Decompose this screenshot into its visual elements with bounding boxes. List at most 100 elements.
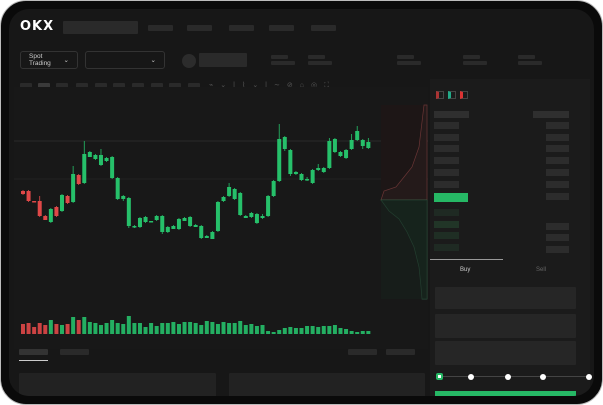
app-screen: OKX Spot Trading ⌄ ⌄ ⌁⌄|⌇⌄|∼⊘⌂◎⛶ Buy Sell [9,9,594,396]
slider-mark[interactable] [540,374,546,380]
chart-tools[interactable]: ⌁⌄|⌇⌄|∼⊘⌂◎⛶ [209,82,336,89]
ask-amount [546,122,569,129]
candle-up [182,218,187,221]
volume-bar [121,324,126,334]
candle-down [65,196,70,203]
volume-bar [98,325,103,334]
orderbook-asks-icon[interactable] [460,91,468,99]
volume-bar [277,330,282,334]
candle-up [349,140,354,149]
volume-bar [360,331,365,334]
amount-input[interactable] [435,314,576,338]
orderbook-both-icon[interactable] [436,91,444,99]
volume-bar [321,326,326,334]
volume-bar [37,323,42,334]
volume-bar [204,321,209,334]
volume-bar [126,316,131,334]
orderbook-bids-icon[interactable] [448,91,456,99]
candle-up [249,213,254,217]
candle-up [188,217,193,226]
volume-bar [305,326,310,334]
filter-button[interactable] [348,349,377,355]
depth-bids-area [381,200,427,299]
candle-up [332,139,337,152]
candlestick-chart[interactable] [14,87,428,349]
nav-item[interactable] [269,25,294,31]
candle-down [32,201,37,203]
ask-amount [546,181,569,188]
volume-bar [227,323,232,334]
volume-bar [87,322,92,334]
tab-sell[interactable]: Sell [536,267,547,273]
okx-logo[interactable]: OKX [20,19,55,34]
slider-mark[interactable] [468,374,474,380]
slider-handle[interactable] [436,373,443,380]
price-input[interactable] [435,287,576,309]
volume-bar [93,323,98,334]
candle-up [327,141,332,168]
candle-up [98,155,103,165]
volume-bar [193,323,198,334]
candle-up [305,179,310,181]
volume-bar [54,324,59,334]
volume-bar [332,325,337,334]
timeframe-button[interactable] [151,83,163,89]
volume-bar [104,323,109,334]
tab-open-orders[interactable] [19,349,48,355]
timeframe-button[interactable] [169,83,181,89]
buy-tab-underline [430,259,503,260]
candle-up [176,219,181,229]
volume-bar [176,324,181,334]
stat-value [463,61,487,65]
volume-bar [143,327,148,334]
volume-bar [266,331,271,334]
candle-up [160,216,165,232]
leverage-slider[interactable] [436,373,592,380]
slider-mark[interactable] [586,374,592,380]
candle-up [82,154,87,183]
timeframe-button[interactable] [76,83,88,89]
candle-up [199,226,204,238]
timeframe-button[interactable] [188,83,200,89]
timeframe-button[interactable] [20,83,32,89]
ask-price [434,157,459,164]
nav-item[interactable] [187,25,212,31]
stat-label [397,55,414,59]
timeframe-button[interactable] [95,83,107,89]
volume-bar [282,328,287,334]
volume-bar [271,332,276,334]
nav-item[interactable] [148,25,173,31]
total-input[interactable] [435,341,576,365]
timeframe-button[interactable] [132,83,144,89]
stat-label [518,55,535,59]
ask-price [434,134,459,141]
volume-bar [71,317,76,334]
search-placeholder[interactable] [63,21,138,34]
timeframe-button[interactable] [38,83,50,89]
slider-mark[interactable] [505,374,511,380]
tab-order-history[interactable] [60,349,89,355]
nav-item[interactable] [229,25,254,31]
market-selector[interactable]: Spot Trading ⌄ [20,51,78,69]
last-price [434,193,468,202]
tab-buy[interactable]: Buy [460,267,471,273]
orderbook-view-toggle[interactable] [436,91,468,99]
timeframe-button[interactable] [56,83,68,89]
chevron-down-icon: ⌄ [150,57,156,64]
bid-price [434,244,459,251]
stat-value [518,61,542,65]
volume-bar [327,326,332,334]
candle-up [316,168,321,170]
bid-price [434,221,459,228]
pair-selector[interactable]: ⌄ [85,51,165,69]
market-selector-label: Spot Trading [29,53,51,67]
volume-bar [65,324,70,334]
bid-amount [546,223,569,230]
pair-price [199,53,247,67]
buy-button[interactable] [435,391,576,396]
nav-item[interactable] [311,25,336,31]
timeframe-button[interactable] [113,83,125,89]
volume-bar [215,324,220,334]
candle-up [121,196,126,199]
filter-button[interactable] [386,349,415,355]
